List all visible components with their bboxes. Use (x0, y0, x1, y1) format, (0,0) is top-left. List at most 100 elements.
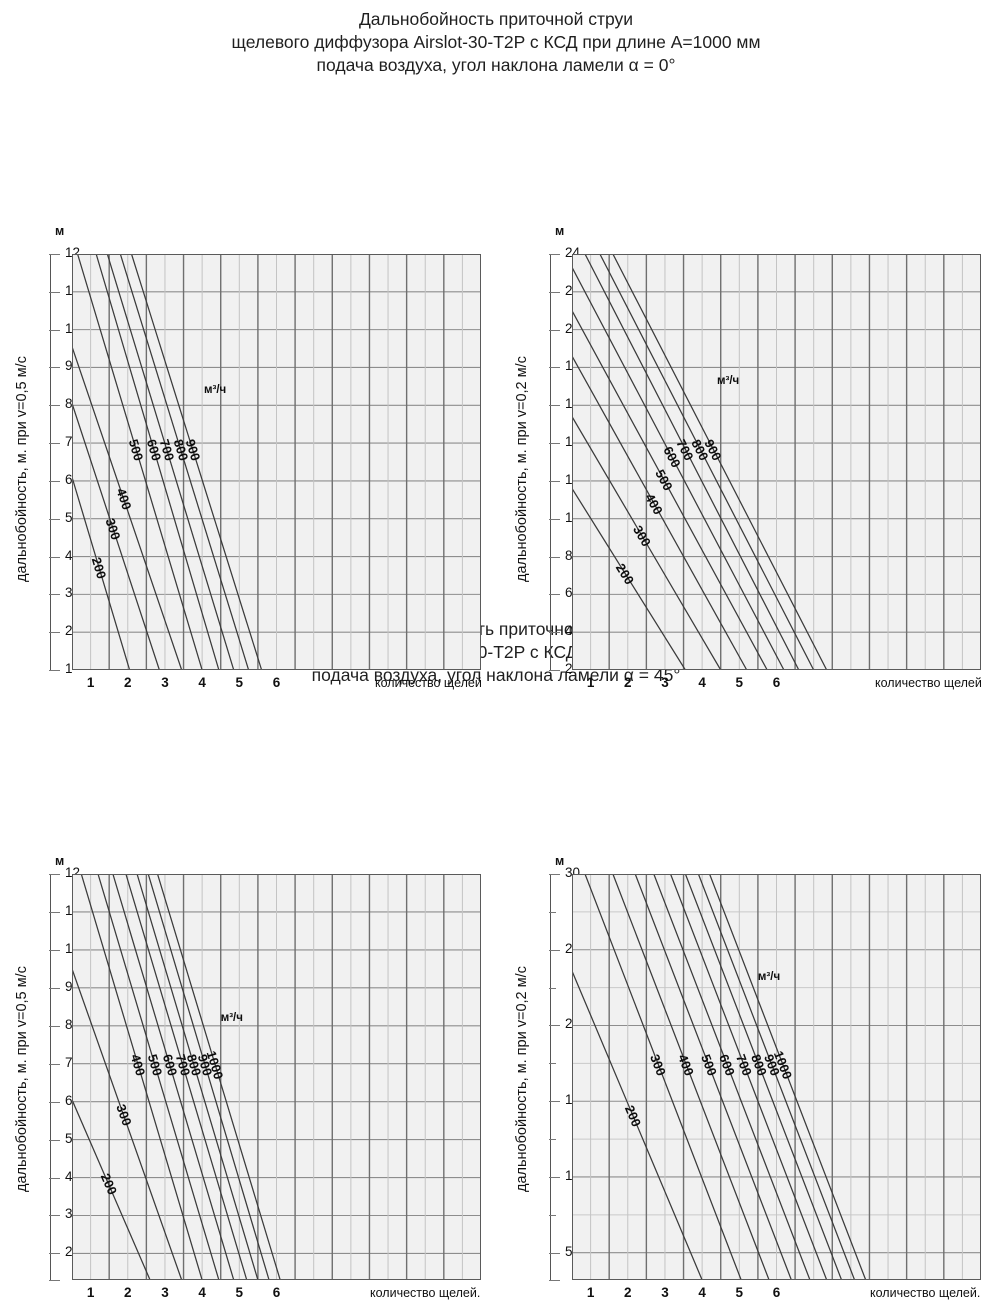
x-axis-label: количество щелей (375, 676, 482, 690)
x-axis-tick-label: 6 (772, 675, 781, 690)
data-curve (119, 254, 250, 670)
y-axis-tick (49, 367, 61, 369)
y-axis-tick (49, 874, 61, 875)
x-axis-tick-label: 2 (624, 675, 632, 690)
y-axis-tick (49, 1063, 61, 1065)
x-axis-tick-label: 3 (661, 675, 669, 690)
y-axis-tick-label: 6 (65, 1092, 73, 1108)
y-axis-label: дальнобойность, м. при v=0,2 м/с (514, 356, 530, 582)
y-axis-end-tick (49, 1280, 61, 1281)
y-axis-tick (549, 291, 561, 293)
y-axis-unit: м (55, 224, 65, 238)
y-axis-minor-tick (549, 987, 557, 989)
y-axis-tick (549, 1252, 561, 1254)
y-axis-unit: м (555, 224, 565, 238)
y-axis-minor-tick (549, 911, 557, 913)
y-axis-label: дальнобойность, м. при v=0,5 м/с (14, 966, 30, 1192)
plot-area (572, 874, 981, 1280)
y-axis-tick-label: 4 (65, 1168, 73, 1184)
flow-unit-label: м³/ч (757, 970, 781, 983)
y-axis-minor-tick (549, 1139, 557, 1141)
x-axis-label: количество щелей. (370, 1286, 481, 1300)
data-curve (76, 254, 203, 670)
plot-canvas (572, 874, 981, 1280)
data-curve (684, 874, 843, 1280)
x-axis-tick-label: 4 (698, 1285, 706, 1300)
y-axis-tick (549, 1025, 561, 1027)
y-axis-tick-label: 6 (565, 585, 573, 601)
x-axis-tick-label: 6 (772, 1285, 781, 1300)
title-line-2: щелевого диффузора Airslot-30-T2P с КСД … (231, 32, 761, 53)
y-axis-tick-label: 3 (65, 585, 73, 601)
y-axis-tick (49, 405, 61, 407)
x-axis-tick-label: 1 (586, 1285, 595, 1300)
x-axis-tick-labels: 1 2 3 4 5 6 (572, 675, 981, 693)
x-axis-tick-label: 2 (124, 675, 132, 690)
x-axis-tick-label: 1 (86, 675, 95, 690)
y-axis-tick-label: 2 (65, 623, 73, 639)
y-axis-tick-label: 4 (565, 623, 573, 639)
x-axis-tick-label: 2 (124, 1285, 132, 1300)
data-curve (130, 254, 263, 670)
y-axis-minor-tick (549, 1063, 557, 1065)
data-curve (72, 403, 160, 670)
y-axis-tick (49, 594, 61, 596)
y-axis-tick-label: 7 (65, 1054, 73, 1070)
y-axis-tick (549, 1101, 561, 1103)
y-axis-tick (549, 405, 561, 407)
data-curve (584, 254, 800, 670)
chart-3: м дальнобойность, м. при v=0,5 м/с 2 3 4 5 6 7 8… (0, 722, 500, 1300)
y-axis-tick-label: 1 (65, 661, 73, 676)
y-axis-unit: м (55, 854, 65, 868)
data-curve (612, 254, 828, 670)
y-axis-tick (49, 911, 61, 913)
y-axis-tick (549, 949, 561, 951)
data-curve (572, 266, 785, 670)
y-axis-tick (549, 480, 561, 482)
x-axis-tick-label: 3 (161, 1285, 169, 1300)
y-axis-tick (49, 291, 61, 293)
data-curve (72, 346, 183, 670)
y-axis-unit: м (555, 854, 565, 868)
data-curve (106, 254, 235, 670)
data-curve (572, 310, 768, 670)
x-axis-tick-label: 4 (198, 1285, 206, 1300)
y-axis-tick-label: 5 (65, 509, 73, 525)
y-axis-tick (49, 443, 61, 445)
y-axis-tick (49, 480, 61, 482)
data-curve (572, 488, 686, 670)
y-axis-tick (549, 443, 561, 445)
y-axis-tick-label: 8 (65, 396, 73, 412)
x-axis-label: количество щелей. (870, 1286, 981, 1300)
y-axis-tick (549, 1176, 561, 1178)
y-axis-tick (549, 632, 561, 634)
y-axis-tick-label: 4 (65, 547, 73, 563)
data-curve (95, 254, 220, 670)
x-axis-tick-label: 5 (235, 1285, 244, 1300)
x-axis-tick-label: 3 (161, 675, 169, 690)
x-axis-tick-label: 5 (735, 1285, 744, 1300)
title-line-3: подача воздуха, угол наклона ламели α = … (311, 665, 681, 686)
y-axis-tick (549, 594, 561, 596)
data-curve (125, 874, 248, 1280)
y-axis-tick (49, 1177, 61, 1179)
x-axis-tick-label: 4 (698, 675, 706, 690)
y-axis-tick (549, 329, 561, 331)
data-curve (669, 874, 828, 1280)
y-axis-tick (49, 1101, 61, 1103)
plot-canvas (72, 254, 481, 670)
x-axis-tick-label: 6 (272, 1285, 281, 1300)
y-axis-tick (549, 670, 561, 671)
x-axis-tick-label: 5 (735, 675, 744, 690)
y-axis-tick-label: 6 (65, 471, 73, 487)
x-axis-tick-label: 2 (624, 1285, 632, 1300)
y-axis-tick (49, 987, 61, 989)
y-axis-tick (49, 1253, 61, 1255)
y-axis-ruler: 23456789101112 (49, 865, 80, 1281)
plot-area (572, 254, 981, 670)
data-curve (584, 874, 742, 1280)
y-axis-label: дальнобойность, м. при v=0,5 м/с (14, 356, 30, 582)
y-axis-tick (549, 518, 561, 520)
x-axis-tick-label: 3 (661, 1285, 669, 1300)
y-axis-tick (549, 874, 561, 875)
